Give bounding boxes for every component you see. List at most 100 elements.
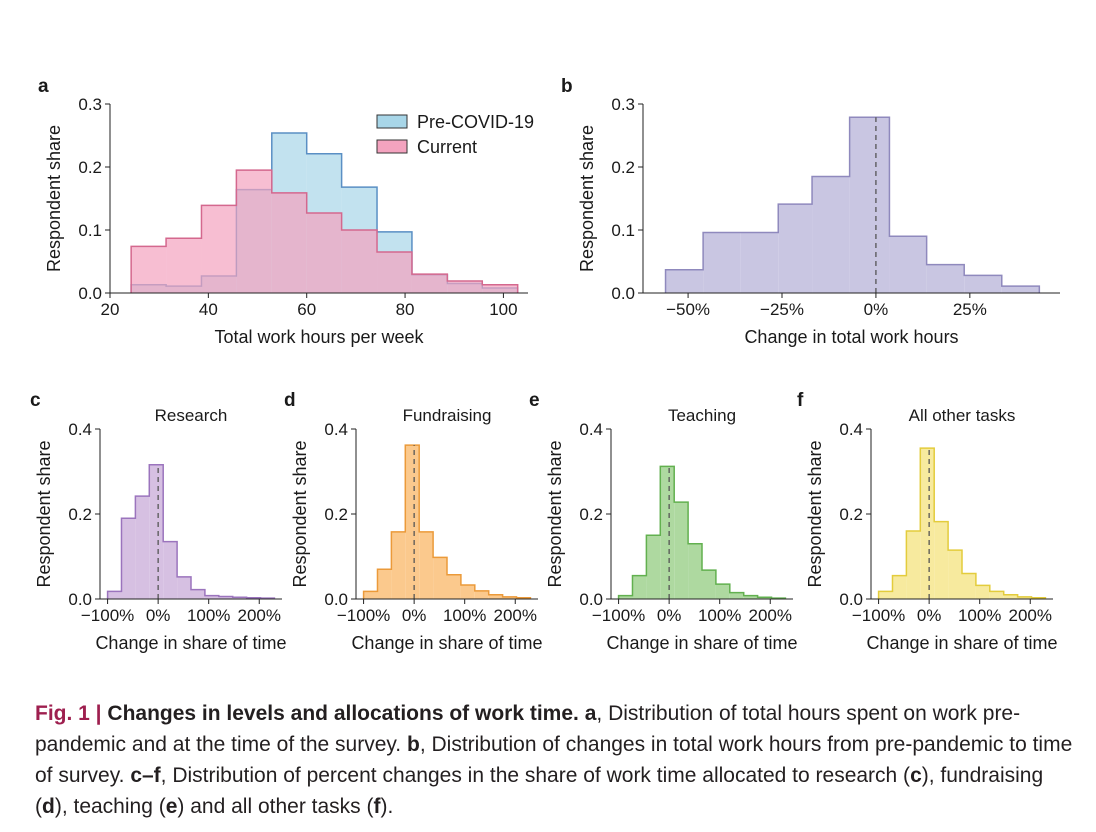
panel-letter-e: e (529, 390, 540, 411)
bar (218, 596, 233, 599)
panel-letter-c: c (30, 390, 41, 411)
x-tick-label: 20 (101, 300, 120, 319)
x-tick-label: −100% (592, 606, 645, 625)
y-tick-label: 0.2 (611, 158, 635, 177)
x-tick-label: −50% (666, 300, 710, 319)
bar (460, 584, 475, 599)
bar (964, 275, 1002, 293)
bar (703, 232, 741, 293)
bar (482, 284, 518, 293)
x-tick-label: 0% (864, 300, 889, 319)
x-axis-label-b: Change in total work hours (744, 327, 958, 347)
panel-title-f: All other tasks (909, 406, 1016, 425)
y-tick-label: 0.0 (78, 284, 102, 303)
series-c-1 (106, 463, 276, 599)
caption-label-b: b (406, 733, 420, 756)
bar (341, 230, 378, 293)
y-axis-label-e: Respondent share (545, 440, 565, 587)
bar (646, 535, 661, 599)
legend: Pre-COVID-19 Current (376, 112, 534, 157)
series-outline (877, 447, 1047, 599)
panel-a: a 20 40 60 80 100 0.0 0.1 0.2 0.3 Total work hours… (38, 76, 534, 347)
x-tick-label: 200% (749, 606, 792, 625)
bar (363, 591, 378, 599)
y-axis-label-f: Respondent share (805, 440, 825, 587)
caption-fig-label: Fig. 1 | (35, 702, 102, 725)
x-tick-label: 200% (238, 606, 281, 625)
x-tick-label: 200% (494, 606, 537, 625)
bar (743, 595, 758, 599)
bar (660, 466, 675, 599)
bar (201, 205, 237, 293)
bar (926, 264, 965, 293)
bar (778, 204, 813, 293)
x-tick-label: 200% (1009, 606, 1052, 625)
bar (962, 573, 976, 599)
series-outline (130, 169, 519, 293)
bar (271, 192, 307, 293)
y-axis-label-c: Respondent share (34, 440, 54, 587)
x-tick-label: 100% (698, 606, 741, 625)
caption-text-a: , Distribution of total hours spent on w… (35, 702, 1021, 756)
bar (688, 543, 702, 599)
caption-text-c: ), fundraising ( (35, 764, 1044, 818)
bar (1017, 596, 1032, 599)
series-outline (106, 463, 276, 599)
panel-title-d: Fundraising (403, 406, 492, 425)
figure-canvas: a 20 40 60 80 100 0.0 0.1 0.2 0.3 Total work hours… (30, 76, 1060, 653)
bar (715, 584, 730, 599)
caption-label-a: a (584, 702, 597, 725)
y-tick-label: 0.0 (611, 284, 635, 303)
x-axis-label-f: Change in share of time (866, 633, 1057, 653)
caption-label-e: e (165, 795, 178, 818)
caption-text-b: , Distribution of changes in total work … (35, 733, 1073, 787)
bar (474, 590, 489, 599)
bar (1001, 286, 1040, 293)
y-tick-label: 0.4 (324, 420, 348, 439)
bar (989, 591, 1004, 599)
bar (107, 591, 122, 599)
x-tick-label: 60 (297, 300, 316, 319)
bar (702, 570, 716, 599)
panel-letter-a: a (38, 76, 49, 97)
bar (934, 521, 949, 599)
bar (740, 232, 779, 293)
x-axis-label-d: Change in share of time (351, 633, 542, 653)
y-tick-label: 0.0 (324, 590, 348, 609)
bar (447, 281, 483, 293)
legend-entry: Current (417, 137, 477, 157)
bar (419, 531, 434, 599)
bar (447, 574, 461, 599)
caption-text-e: ) and all other tasks ( (177, 795, 374, 818)
x-axis-label-c: Change in share of time (95, 633, 286, 653)
x-axis-label-a: Total work hours per week (214, 327, 424, 347)
x-tick-label: −100% (337, 606, 390, 625)
series-outline (664, 116, 1041, 293)
bar (236, 170, 272, 293)
bar (411, 274, 448, 293)
panel-letter-f: f (797, 390, 804, 411)
figure-caption: Fig. 1 | Changes in levels and allocatio… (35, 698, 1075, 822)
y-tick-label: 0.1 (78, 221, 102, 240)
y-axis-label-b: Respondent share (577, 125, 597, 272)
caption-label-d: d (42, 795, 55, 818)
legend-entry: Pre-COVID-19 (417, 112, 534, 132)
legend-swatch (376, 139, 408, 154)
bar (135, 496, 150, 599)
series-e-1 (617, 465, 787, 599)
bar (149, 464, 164, 599)
x-tick-label: 0% (917, 606, 942, 625)
bar (433, 557, 447, 599)
x-tick-label: 100% (443, 606, 486, 625)
y-tick-label: 0.0 (839, 590, 863, 609)
caption-title: Changes in levels and allocations of wor… (107, 702, 579, 725)
x-tick-label: 40 (199, 300, 218, 319)
x-tick-label: 100 (489, 300, 517, 319)
series-b-1 (664, 116, 1041, 293)
y-tick-label: 0.1 (611, 221, 635, 240)
panel-letter-b: b (561, 76, 573, 97)
bar (757, 597, 772, 599)
bar (306, 212, 342, 293)
bar (163, 541, 178, 599)
y-tick-label: 0.2 (68, 505, 92, 524)
